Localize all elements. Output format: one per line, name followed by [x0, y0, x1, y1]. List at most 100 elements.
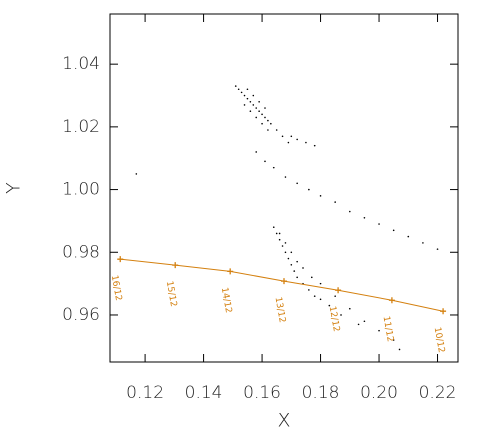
scatter-point	[296, 260, 298, 263]
scatter-point	[287, 257, 290, 260]
scatter-point	[246, 97, 249, 100]
scatter-point	[357, 323, 360, 326]
line-marker	[440, 308, 447, 315]
scatter-point	[281, 135, 284, 138]
point-label: 10/12	[432, 326, 446, 353]
scatter-point	[319, 282, 322, 285]
scatter-point	[436, 248, 439, 250]
scatter-point	[272, 226, 275, 228]
scatter-point	[234, 85, 237, 87]
scatter-point	[243, 104, 246, 106]
scatter-point	[296, 182, 298, 185]
scatter-point	[252, 94, 255, 97]
scatter-point	[255, 116, 258, 119]
line-marker	[388, 297, 395, 304]
line-marker	[335, 287, 342, 294]
scatter-point	[308, 188, 310, 191]
scatter-point	[328, 304, 331, 307]
y-tick-label: 0.96	[62, 305, 100, 325]
scatter-point	[261, 122, 263, 125]
scatter-point	[363, 216, 366, 219]
scatter-point	[237, 88, 240, 91]
scatter-point	[284, 242, 287, 244]
scatter-point	[319, 195, 322, 197]
scatter-point	[340, 314, 342, 316]
scatter-point	[284, 176, 287, 178]
point-label: 11/12	[380, 315, 394, 342]
scatter-point	[264, 107, 266, 109]
scatter-point	[422, 242, 424, 244]
scatter-point	[267, 119, 269, 122]
x-tick-label: 0.22	[419, 383, 457, 403]
scatter-point	[305, 141, 307, 144]
plot-frame	[109, 13, 459, 363]
scatter-point	[275, 232, 278, 235]
scatter-point	[246, 88, 249, 91]
scatter-point	[272, 166, 275, 169]
line-marker	[172, 262, 179, 269]
scatter-point	[240, 91, 243, 94]
scatter-point	[249, 100, 252, 103]
point-label: 12/12	[327, 305, 341, 332]
scatter-point	[302, 267, 304, 269]
line-marker	[227, 268, 234, 275]
scatter-point	[290, 264, 293, 266]
x-tick-label: 0.18	[302, 383, 340, 403]
x-tick-label: 0.20	[360, 383, 398, 403]
scatter-point	[281, 245, 284, 247]
scatter-point	[287, 141, 290, 144]
scatter-point	[378, 223, 380, 225]
scatter-point	[290, 251, 293, 254]
scatter-point	[348, 210, 351, 213]
scatter-point	[334, 295, 336, 297]
y-tick-label: 1.04	[62, 54, 100, 74]
scatter-point	[407, 235, 410, 238]
point-label: 16/12	[109, 274, 123, 301]
point-label: 13/12	[273, 296, 287, 323]
scatter-point	[308, 289, 310, 291]
scatter-point	[293, 270, 296, 272]
point-label: 15/12	[164, 280, 178, 307]
scatter-point	[278, 232, 281, 235]
scatter-point	[270, 122, 272, 125]
scatter-point	[310, 276, 313, 279]
scatter-point	[378, 329, 380, 332]
x-tick-label: 0.12	[126, 383, 164, 403]
x-tick-label: 0.14	[185, 383, 223, 403]
scatter-point	[258, 100, 260, 103]
scatter-point	[348, 307, 351, 310]
y-tick-label: 1.02	[62, 117, 100, 137]
scatter-point	[243, 94, 246, 97]
scatter-point	[249, 110, 252, 112]
scatter-point	[290, 135, 293, 138]
x-tick-label: 0.16	[243, 383, 281, 403]
scatter-point	[255, 151, 258, 153]
scatter-point	[296, 276, 298, 279]
scatter-point	[135, 173, 138, 175]
scatter-point	[334, 201, 336, 203]
scatter-point	[398, 348, 401, 351]
y-axis-label: Y	[3, 182, 25, 194]
scatter-point	[264, 116, 266, 119]
line-marker	[281, 278, 287, 285]
scatter-point	[392, 229, 395, 232]
scatter-point	[284, 251, 287, 254]
scatter-point	[363, 320, 366, 323]
scatter-point	[264, 160, 266, 163]
scatter-point	[255, 107, 258, 109]
scatter-point	[261, 113, 263, 116]
scatter-point	[313, 144, 316, 147]
scatter-point	[313, 295, 316, 297]
scatter-point	[252, 104, 255, 106]
scatter-point	[392, 339, 395, 341]
scatter-point	[319, 298, 322, 301]
line-marker	[117, 256, 124, 263]
y-tick-label: 1.00	[62, 180, 100, 200]
scatter-point	[258, 110, 260, 112]
x-axis-label: X	[277, 410, 290, 432]
scatter-point	[267, 129, 269, 131]
point-label: 14/12	[219, 287, 233, 314]
scatter-point	[296, 138, 298, 141]
